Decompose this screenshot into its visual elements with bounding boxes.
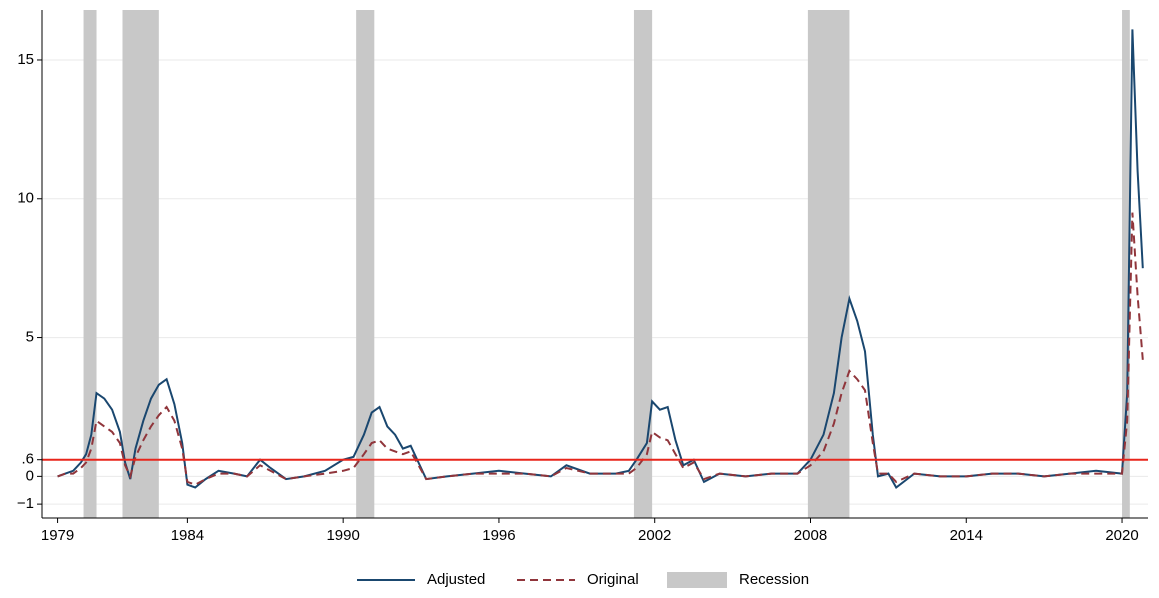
series-line	[57, 29, 1144, 489]
x-tick-label: 1984	[171, 527, 204, 544]
recession-band	[633, 10, 653, 518]
x-tick-label: 2002	[638, 527, 671, 544]
x-tick-label: 2020	[1105, 527, 1138, 544]
legend-label: Adjusted	[427, 571, 485, 588]
x-tick-label: 2008	[794, 527, 827, 544]
x-tick-label: 2014	[950, 527, 983, 544]
y-tick-label: 5	[26, 329, 34, 346]
x-tick-label: 1996	[482, 527, 515, 544]
series-line	[57, 212, 1144, 486]
legend-swatch	[667, 572, 727, 588]
y-tick-label: 15	[17, 51, 34, 68]
x-tick-label: 1990	[326, 527, 359, 544]
y-tick-label: 10	[17, 190, 34, 207]
y-tick-label: −1	[17, 495, 34, 512]
recession-band	[807, 10, 850, 518]
legend-label: Recession	[739, 571, 809, 588]
x-tick-label: 1979	[41, 527, 74, 544]
legend-label: Original	[587, 571, 639, 588]
recession-band	[83, 10, 97, 518]
recession-band	[122, 10, 159, 518]
y-tick-label: 0	[26, 467, 34, 484]
recession-band	[1122, 10, 1130, 518]
y-tick-label: .6	[21, 451, 34, 468]
recession-band	[356, 10, 375, 518]
